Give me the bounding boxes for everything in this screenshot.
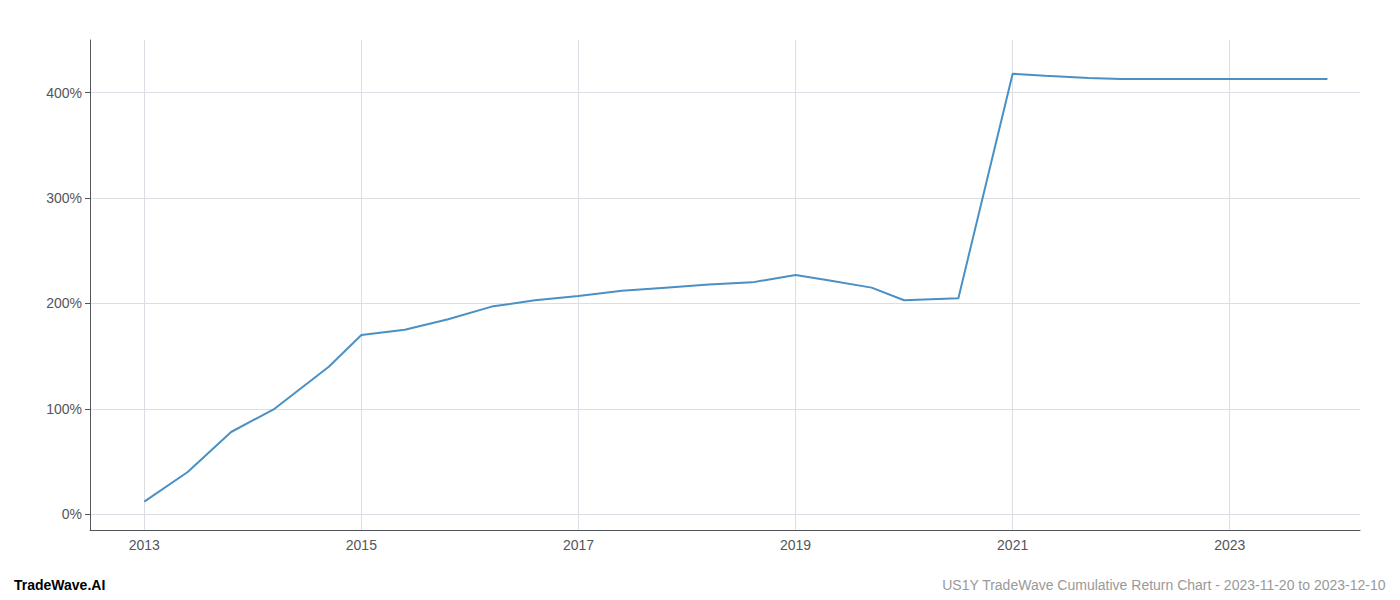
svg-text:US1Y TradeWave Cumulative Retu: US1Y TradeWave Cumulative Return Chart -… [942,577,1386,593]
svg-text:2017: 2017 [563,537,594,553]
svg-text:100%: 100% [46,401,82,417]
svg-text:0%: 0% [62,506,82,522]
svg-text:TradeWave.AI: TradeWave.AI [14,577,105,593]
svg-text:2023: 2023 [1214,537,1245,553]
svg-text:2015: 2015 [346,537,377,553]
svg-text:400%: 400% [46,85,82,101]
svg-text:2021: 2021 [997,537,1028,553]
svg-text:2013: 2013 [129,537,160,553]
svg-text:2019: 2019 [780,537,811,553]
svg-text:200%: 200% [46,295,82,311]
svg-text:300%: 300% [46,190,82,206]
